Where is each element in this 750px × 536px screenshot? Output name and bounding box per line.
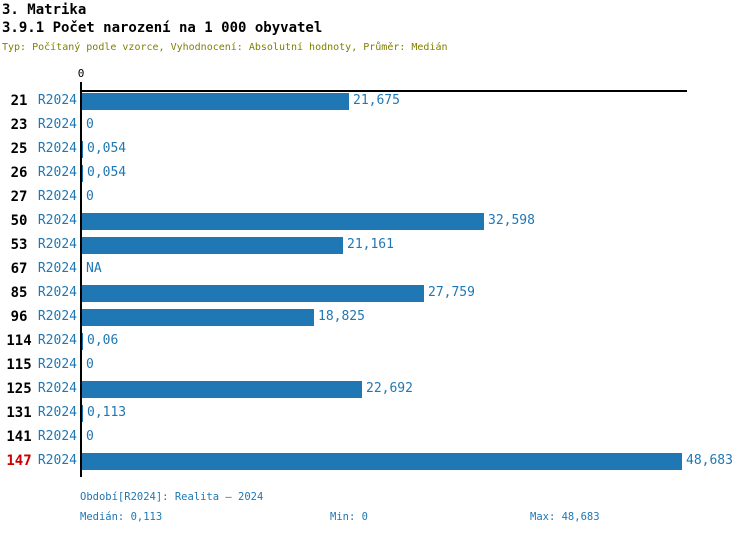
value-label: 0 (86, 189, 94, 204)
value-label: 48,683 (686, 453, 733, 468)
row-id-label: 53 (10, 237, 28, 253)
row-id-label: 115 (6, 357, 32, 373)
value-label: 22,692 (366, 381, 413, 396)
row-id-label: 131 (6, 405, 32, 421)
chart-row: 141 R2024 0 (0, 425, 750, 449)
value-label: 0 (86, 429, 94, 444)
value-bar[interactable] (82, 213, 484, 230)
row-id-label: 67 (10, 261, 28, 277)
row-period-label: R2024 (37, 333, 77, 348)
row-period-label: R2024 (37, 141, 77, 156)
value-label: 21,161 (347, 237, 394, 252)
footer-max-stat: Max: 48,683 (530, 511, 600, 523)
value-label: NA (86, 261, 102, 276)
value-label: 0 (86, 117, 94, 132)
value-label: 0,06 (87, 333, 119, 348)
value-bar[interactable] (82, 381, 362, 398)
row-period-label: R2024 (37, 93, 77, 108)
chart-row: 21 R2024 21,675 (0, 89, 750, 113)
chart-row: 147 R2024 48,683 (0, 449, 750, 473)
row-id-label: 96 (10, 309, 28, 325)
row-period-label: R2024 (37, 213, 77, 228)
value-bar[interactable] (82, 453, 682, 470)
row-period-label: R2024 (37, 453, 77, 468)
value-label: 0 (86, 357, 94, 372)
chart-row: 67 R2024 NA (0, 257, 750, 281)
row-period-label: R2024 (37, 429, 77, 444)
value-label: 0,054 (87, 165, 127, 180)
row-period-label: R2024 (37, 189, 77, 204)
value-label: 0,113 (87, 405, 127, 420)
row-id-label: 21 (10, 93, 28, 109)
value-label: 21,675 (353, 93, 400, 108)
chart-row: 125 R2024 22,692 (0, 377, 750, 401)
value-bar[interactable] (82, 93, 349, 110)
page-title: 3. Matrika (2, 2, 87, 18)
footer-median-stat: Medián: 0,113 (80, 511, 163, 523)
value-label: 0,054 (87, 141, 127, 156)
row-period-label: R2024 (37, 261, 77, 276)
row-id-label: 23 (10, 117, 28, 133)
value-bar[interactable] (82, 165, 83, 182)
chart-row: 85 R2024 27,759 (0, 281, 750, 305)
chart-row: 26 R2024 0,054 (0, 161, 750, 185)
chart-row: 96 R2024 18,825 (0, 305, 750, 329)
row-period-label: R2024 (37, 165, 77, 180)
value-label: 18,825 (318, 309, 365, 324)
y-axis-line (80, 82, 82, 477)
row-id-label: 141 (6, 429, 32, 445)
row-id-label: 50 (10, 213, 28, 229)
row-period-label: R2024 (37, 237, 77, 252)
chart-row: 131 R2024 0,113 (0, 401, 750, 425)
footer-period-label: Období[R2024]: Realita – 2024 (80, 491, 264, 503)
footer-min-stat: Min: 0 (330, 511, 368, 523)
row-period-label: R2024 (37, 285, 77, 300)
row-period-label: R2024 (37, 357, 77, 372)
value-label: 27,759 (428, 285, 475, 300)
chart-row: 114 R2024 0,06 (0, 329, 750, 353)
chart-row: 25 R2024 0,054 (0, 137, 750, 161)
value-bar[interactable] (82, 333, 83, 350)
row-period-label: R2024 (37, 381, 77, 396)
row-period-label: R2024 (37, 117, 77, 132)
chart-subtitle: 3.9.1 Počet narození na 1 000 obyvatel (2, 20, 323, 36)
row-id-label: 85 (10, 285, 28, 301)
chart-row: 23 R2024 0 (0, 113, 750, 137)
value-bar[interactable] (82, 237, 343, 254)
value-bar[interactable] (82, 309, 314, 326)
chart-row: 115 R2024 0 (0, 353, 750, 377)
chart-row: 27 R2024 0 (0, 185, 750, 209)
value-label: 32,598 (488, 213, 535, 228)
chart-meta-line: Typ: Počítaný podle vzorce, Vyhodnocení:… (2, 42, 448, 53)
chart-row: 53 R2024 21,161 (0, 233, 750, 257)
row-period-label: R2024 (37, 309, 77, 324)
value-bar[interactable] (82, 141, 83, 158)
value-bar[interactable] (82, 405, 83, 422)
value-bar[interactable] (82, 285, 424, 302)
row-id-label-highlighted: 147 (6, 453, 32, 469)
row-id-label: 25 (10, 141, 28, 157)
row-id-label: 27 (10, 189, 28, 205)
chart-row: 50 R2024 32,598 (0, 209, 750, 233)
row-id-label: 26 (10, 165, 28, 181)
row-period-label: R2024 (37, 405, 77, 420)
x-axis-line (80, 90, 687, 92)
row-id-label: 125 (6, 381, 32, 397)
axis-zero-tick-label: 0 (77, 67, 85, 80)
row-id-label: 114 (6, 333, 32, 349)
